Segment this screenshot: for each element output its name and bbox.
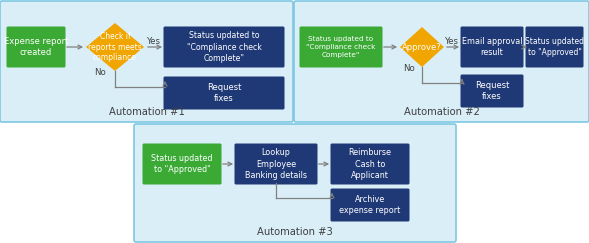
FancyBboxPatch shape	[299, 26, 382, 68]
Text: Expense report
created: Expense report created	[4, 37, 68, 57]
Text: Request
fixes: Request fixes	[475, 81, 509, 101]
FancyBboxPatch shape	[234, 144, 317, 184]
Text: Check if
reports meets
compliance: Check if reports meets compliance	[88, 32, 142, 62]
FancyBboxPatch shape	[461, 26, 524, 68]
Text: Automation #1: Automation #1	[108, 107, 184, 117]
FancyBboxPatch shape	[330, 144, 409, 184]
Text: Email approval
result: Email approval result	[462, 37, 522, 57]
Text: Reimburse
Cash to
Applicant: Reimburse Cash to Applicant	[349, 148, 392, 180]
FancyBboxPatch shape	[525, 26, 584, 68]
FancyBboxPatch shape	[164, 77, 284, 110]
Text: Automation #3: Automation #3	[257, 227, 333, 237]
FancyBboxPatch shape	[143, 144, 221, 184]
FancyBboxPatch shape	[164, 26, 284, 68]
FancyBboxPatch shape	[0, 1, 293, 122]
Text: Archive
expense report: Archive expense report	[339, 195, 401, 215]
Text: Yes: Yes	[147, 37, 161, 46]
Text: Automation #2: Automation #2	[403, 107, 479, 117]
FancyBboxPatch shape	[134, 124, 456, 242]
Text: Lookup
Employee
Banking details: Lookup Employee Banking details	[245, 148, 307, 180]
FancyBboxPatch shape	[294, 1, 589, 122]
Text: Status updated
to "Approved": Status updated to "Approved"	[525, 37, 584, 57]
Text: Status updated to
"Compliance check
Complete": Status updated to "Compliance check Comp…	[187, 31, 262, 63]
Text: Request
fixes: Request fixes	[207, 83, 241, 103]
Text: Status updated to
"Compliance check
Complete": Status updated to "Compliance check Comp…	[306, 36, 376, 58]
Polygon shape	[400, 27, 444, 67]
Text: No: No	[403, 63, 415, 72]
FancyBboxPatch shape	[330, 189, 409, 222]
Text: Approve?: Approve?	[402, 43, 442, 52]
FancyBboxPatch shape	[461, 75, 524, 107]
Text: No: No	[94, 68, 106, 77]
Text: Status updated
to "Approved": Status updated to "Approved"	[151, 154, 213, 174]
FancyBboxPatch shape	[6, 26, 65, 68]
Text: Yes: Yes	[445, 37, 459, 46]
Polygon shape	[86, 23, 144, 71]
